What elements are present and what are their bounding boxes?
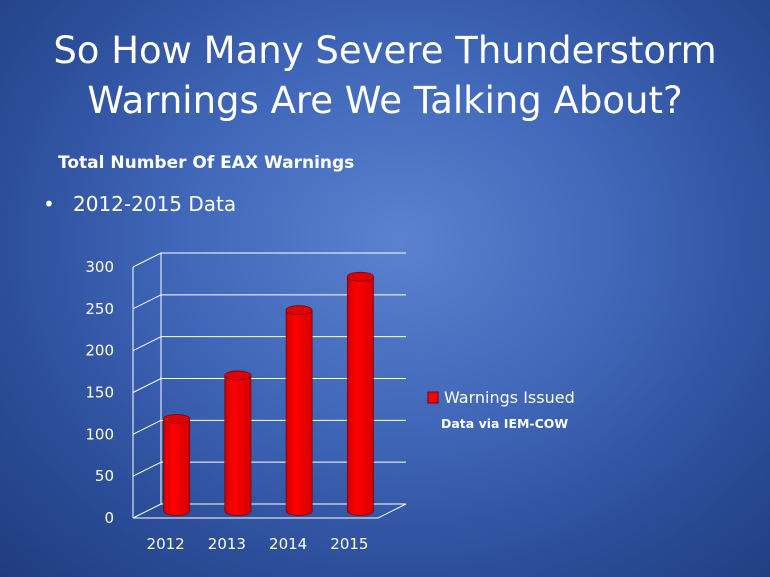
bar-body	[285, 309, 313, 516]
bar-cap	[163, 414, 191, 424]
bullet-item: • 2012-2015 Data	[43, 192, 236, 216]
gridline-side	[132, 378, 162, 393]
y-axis: 0 50 100 150 200 250 300	[85, 258, 114, 527]
legend-label: Warnings Issued	[444, 388, 575, 407]
bar-body	[224, 375, 252, 516]
gridline-side	[132, 461, 162, 477]
source-annotation: Data via IEM-COW	[441, 416, 568, 431]
y-tick-label: 250	[85, 300, 114, 318]
bar-cap	[224, 370, 252, 381]
bars	[163, 271, 374, 516]
bar-cap	[285, 305, 313, 316]
y-tick-label: 0	[104, 509, 114, 527]
y-tick-label: 200	[85, 342, 114, 360]
bar-2012	[163, 414, 191, 516]
bar-cap	[346, 271, 374, 282]
legend-swatch	[427, 391, 439, 404]
bar-body	[346, 276, 374, 516]
y-tick-label: 150	[85, 384, 114, 402]
gridline-side	[132, 294, 162, 310]
x-tick-label: 2015	[330, 535, 368, 553]
gridline-side	[132, 419, 162, 435]
gridline-side	[132, 503, 162, 519]
gridline-side	[132, 252, 162, 268]
bar-body	[163, 418, 191, 516]
bullet-dot: •	[43, 192, 55, 216]
floor-side-edge	[377, 503, 407, 519]
x-tick-label: 2014	[269, 535, 307, 553]
gridline-side	[132, 336, 162, 352]
x-tick-label: 2013	[208, 535, 246, 553]
slide-title-line-2: Warnings Are We Talking About?	[87, 79, 683, 122]
slide-title-line-1: So How Many Severe Thunderstorm	[53, 29, 717, 72]
x-axis: 2012 2013 2014 2015	[147, 535, 369, 553]
bar-2014	[285, 305, 313, 516]
y-tick-label: 300	[85, 258, 114, 276]
y-tick-label: 100	[85, 425, 114, 443]
bar-2013	[224, 370, 252, 516]
y-tick-label: 50	[95, 467, 114, 485]
bar-2015	[346, 271, 374, 516]
x-tick-label: 2012	[147, 535, 185, 553]
slide-title: So How Many Severe Thunderstorm Warnings…	[0, 26, 770, 126]
chart-subtitle: Total Number Of EAX Warnings	[58, 153, 355, 173]
bullet-text: 2012-2015 Data	[73, 192, 237, 216]
legend: Warnings Issued Data via IEM-COW	[427, 388, 575, 431]
